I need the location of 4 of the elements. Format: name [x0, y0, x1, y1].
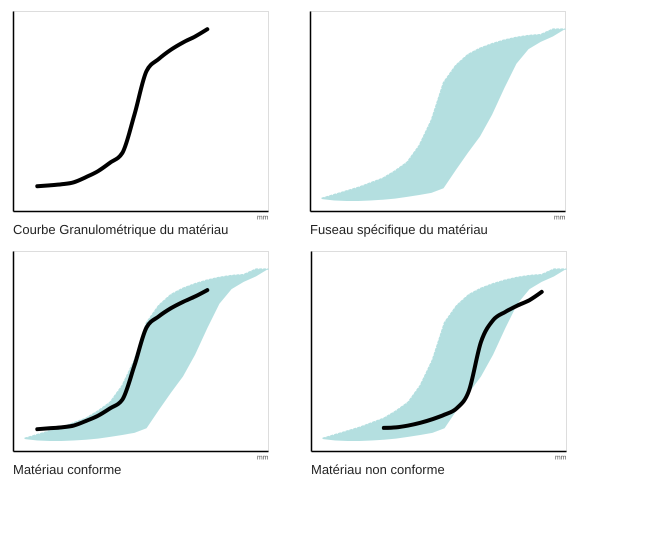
text: Courbe Granulométrique du matériau [13, 222, 228, 237]
text: Fuseau spécifique du matériau [310, 222, 488, 237]
text: Matériau conforme [13, 462, 122, 477]
text: Matériau non conforme [311, 462, 445, 477]
